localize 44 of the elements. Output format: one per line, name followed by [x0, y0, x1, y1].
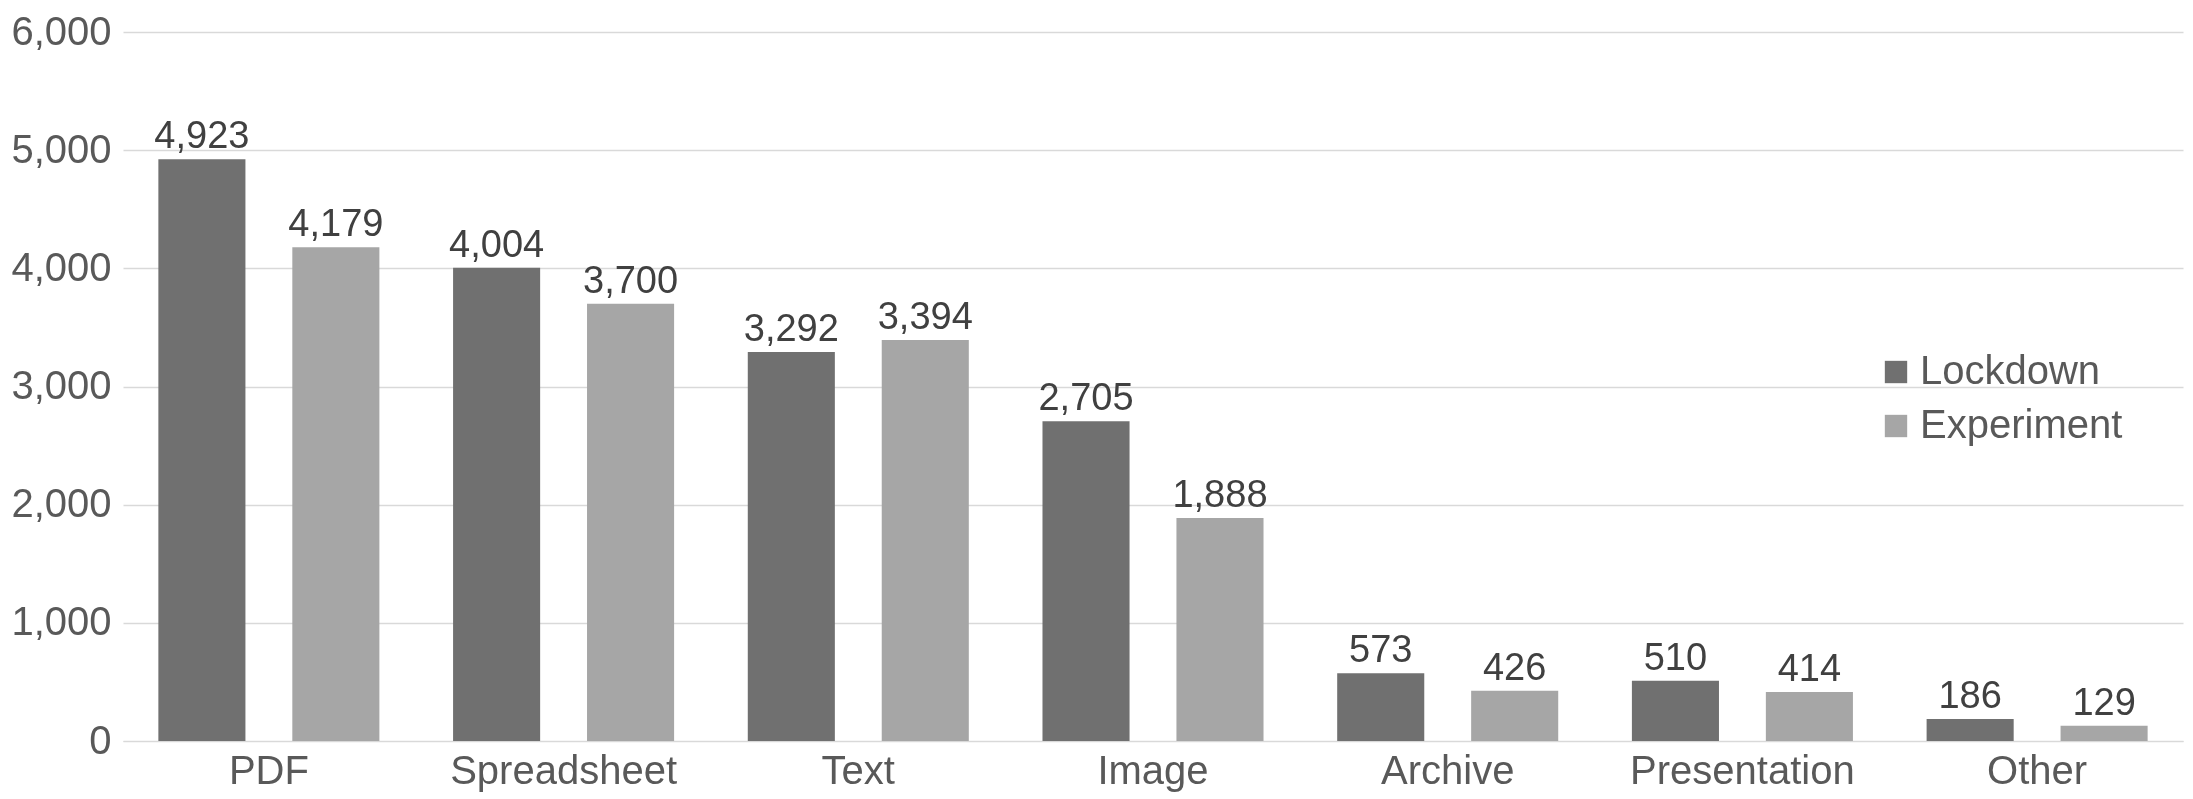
- bar: [1042, 421, 1130, 741]
- y-tick-label: 4,000: [11, 244, 112, 289]
- bar: [292, 247, 380, 741]
- bar: [587, 303, 675, 741]
- legend-label: Lockdown: [1920, 348, 2101, 392]
- data-label: 3,292: [743, 307, 839, 349]
- data-label: 426: [1482, 645, 1547, 688]
- bar: [1471, 690, 1559, 741]
- bar: [1765, 692, 1853, 741]
- bar: [453, 267, 541, 741]
- data-label: 3,394: [877, 294, 973, 337]
- y-tick-label: 6,000: [11, 8, 112, 53]
- data-label: 573: [1349, 628, 1413, 671]
- bar: [1176, 517, 1264, 741]
- y-tick-label: 0: [89, 717, 112, 762]
- y-tick-label: 1,000: [11, 599, 112, 644]
- bar: [2060, 725, 2148, 741]
- data-label: 1,888: [1172, 472, 1268, 515]
- y-tick-label: 5,000: [11, 126, 112, 171]
- data-label: 186: [1938, 674, 2002, 717]
- x-tick-label: Archive: [1381, 747, 1515, 792]
- bar: [1337, 673, 1425, 741]
- x-tick-label: PDF: [228, 747, 309, 792]
- bar: [747, 352, 835, 741]
- legend-label: Experiment: [1920, 402, 2123, 446]
- bar: [881, 339, 969, 741]
- x-tick-label: Text: [821, 747, 895, 792]
- x-tick-label: Spreadsheet: [450, 747, 678, 792]
- data-label: 2,705: [1038, 376, 1134, 419]
- data-label: 129: [2072, 680, 2136, 723]
- data-label: 4,004: [449, 222, 545, 265]
- data-label: 510: [1643, 635, 1708, 678]
- x-tick-label: Presentation: [1630, 747, 1855, 792]
- data-label: 4,923: [154, 114, 250, 157]
- y-tick-label: 3,000: [11, 363, 112, 407]
- bar: [158, 159, 246, 741]
- x-tick-label: Other: [1987, 747, 2088, 792]
- data-label: 3,700: [583, 258, 679, 301]
- y-tick-label: 2,000: [11, 481, 112, 526]
- data-label: 414: [1777, 647, 1842, 690]
- x-tick-label: Image: [1097, 747, 1209, 792]
- bar: [1631, 680, 1719, 741]
- data-label: 4,179: [288, 202, 384, 245]
- bar: [1926, 719, 2014, 741]
